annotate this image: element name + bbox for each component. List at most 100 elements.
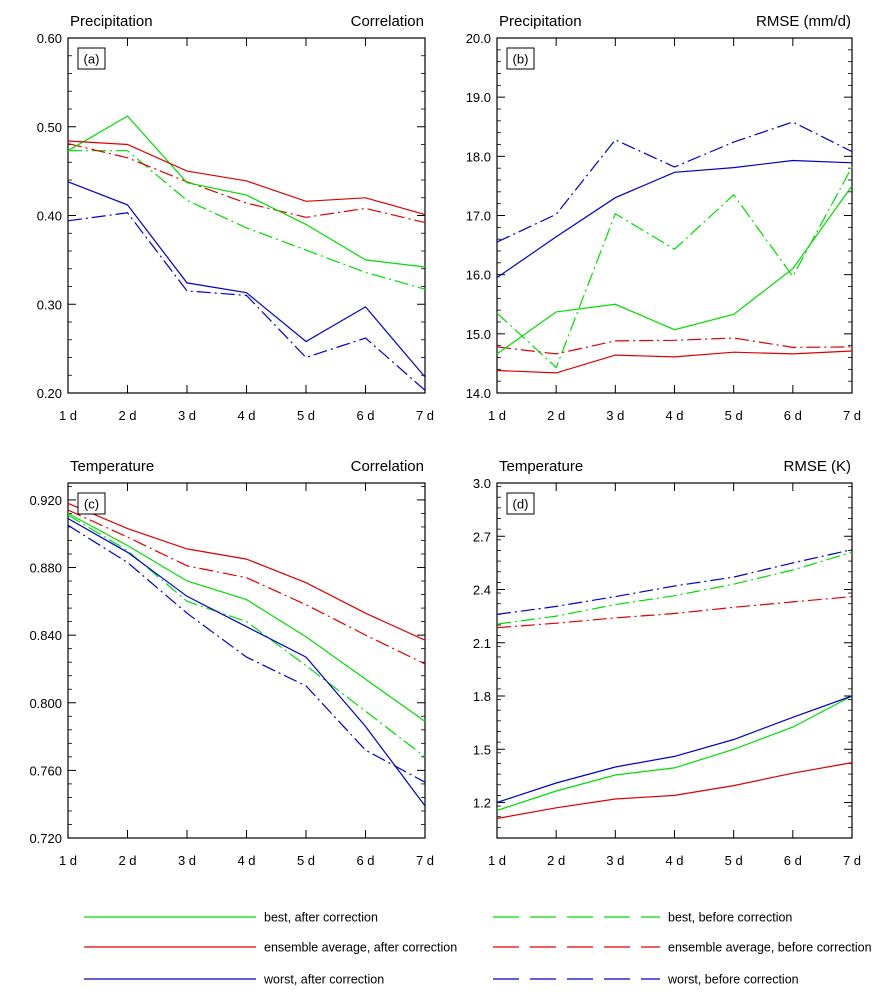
panel-label-box <box>506 492 535 515</box>
y-tick-label: 0.840 <box>29 628 62 643</box>
x-tick-label: 1 d <box>59 853 77 868</box>
x-tick-label: 1 d <box>488 853 506 868</box>
x-tick-label: 2 d <box>118 853 136 868</box>
panel-label: (d) <box>513 497 529 512</box>
x-tick-label: 2 d <box>118 408 136 423</box>
series-line-worst-before-correction <box>67 524 426 783</box>
series-line-best-before-correction <box>68 150 426 290</box>
legend-label: best, after correction <box>264 911 378 925</box>
series-line-ensemble-average-after-correction <box>67 140 426 216</box>
y-tick-label: 3.0 <box>473 476 491 491</box>
x-tick-label: 3 d <box>606 408 624 423</box>
panel-title-left: Temperature <box>499 458 583 475</box>
panel-title-right: Correlation <box>351 13 424 30</box>
panel-label: (a) <box>84 52 100 67</box>
x-tick-label: 4 d <box>237 853 255 868</box>
legend-label: best, before correction <box>668 911 792 925</box>
panel-title-left: Precipitation <box>499 13 582 30</box>
panel-title-right: Correlation <box>351 458 424 475</box>
panel-title-right: RMSE (mm/d) <box>756 13 851 30</box>
series-line-ensemble-average-after-correction <box>67 502 426 641</box>
series-line-best-before-correction <box>67 514 426 758</box>
y-tick-label: 14.0 <box>466 386 491 401</box>
series-line-best-after-correction <box>67 512 426 722</box>
x-tick-label: 5 d <box>297 408 315 423</box>
series-line-worst-after-correction <box>496 159 853 279</box>
series-line-best-after-correction <box>67 115 426 268</box>
panel-title-right: RMSE (K) <box>784 458 852 475</box>
y-tick-label: 0.720 <box>29 831 62 846</box>
x-tick-label: 7 d <box>416 408 434 423</box>
series-line-ensemble-average-before-correction <box>496 596 853 629</box>
plot-frame <box>67 37 426 394</box>
series-line-best-after-correction <box>496 695 853 812</box>
x-tick-label: 7 d <box>843 853 861 868</box>
y-tick-label: 0.20 <box>37 386 62 401</box>
x-tick-label: 4 d <box>665 853 683 868</box>
y-tick-label: 15.0 <box>466 327 491 342</box>
y-tick-label: 20.0 <box>466 31 491 46</box>
x-tick-label: 3 d <box>178 408 196 423</box>
x-tick-label: 1 d <box>488 408 506 423</box>
x-tick-label: 3 d <box>178 853 196 868</box>
x-tick-label: 2 d <box>547 408 565 423</box>
series-line-worst-after-correction <box>67 517 426 807</box>
x-tick-label: 6 d <box>784 408 802 423</box>
x-tick-label: 7 d <box>843 408 861 423</box>
y-tick-label: 0.920 <box>29 493 62 508</box>
y-tick-label: 16.0 <box>466 268 491 283</box>
y-tick-label: 0.760 <box>29 763 62 778</box>
series-line-worst-after-correction <box>496 695 853 804</box>
chart-panel-c: 0.720 0.760 0.800 0.840 0.880 0.920 1 d 2 d 3 d 4… <box>29 458 434 868</box>
series-line-worst-after-correction <box>67 181 426 378</box>
y-tick-label: 0.30 <box>37 297 62 312</box>
y-tick-label: 0.800 <box>29 696 62 711</box>
y-tick-label: 0.60 <box>37 31 62 46</box>
chart-panel-d: 1.2 1.5 1.8 2.1 2.4 2.7 3.0 1 d 2 d 3 d 4 d 5 d 6 d 7… <box>473 458 861 868</box>
x-tick-label: 3 d <box>606 853 624 868</box>
x-tick-label: 7 d <box>416 853 434 868</box>
series-line-ensemble-average-before-correction <box>67 143 426 224</box>
series-line-worst-before-correction <box>496 121 853 243</box>
series-line-best-before-correction <box>496 166 853 369</box>
x-tick-label: 5 d <box>297 853 315 868</box>
x-tick-label: 6 d <box>356 853 374 868</box>
x-tick-label: 6 d <box>784 853 802 868</box>
series-line-ensemble-average-after-correction <box>496 762 853 820</box>
legend-label: worst, after correction <box>263 973 384 987</box>
legend-label: worst, before correction <box>667 973 799 987</box>
chart-panel-a: 0.20 0.30 0.40 0.50 0.60 1 d 2 d 3 d 4 d 5 d 6 d 7 … <box>37 13 434 423</box>
plot-frame <box>67 482 426 839</box>
series-line-best-before-correction <box>496 551 853 625</box>
panel-title-left: Temperature <box>70 458 154 475</box>
legend: best, after correction ensemble average, … <box>84 911 872 987</box>
y-tick-label: 0.50 <box>37 120 62 135</box>
panel-label-box <box>77 47 106 70</box>
series-line-worst-before-correction <box>496 549 853 615</box>
x-tick-label: 4 d <box>237 408 255 423</box>
panel-label-box <box>506 47 535 70</box>
chart-panel-b: 14.0 15.0 16.0 17.0 18.0 19.0 20.0 1 d 2 d 3 d 4 d… <box>466 13 861 423</box>
series-line-ensemble-average-before-correction <box>67 509 426 665</box>
series-line-ensemble-average-before-correction <box>496 337 853 355</box>
x-tick-label: 4 d <box>665 408 683 423</box>
x-tick-label: 5 d <box>725 408 743 423</box>
y-tick-label: 2.7 <box>473 529 491 544</box>
series-line-best-after-correction <box>496 185 853 355</box>
panel-label: (c) <box>84 497 99 512</box>
panel-title-left: Precipitation <box>70 13 153 30</box>
panel-label-box <box>77 492 106 515</box>
x-tick-label: 1 d <box>59 408 77 423</box>
y-tick-label: 0.880 <box>29 561 62 576</box>
y-tick-label: 2.1 <box>473 636 491 651</box>
legend-label: ensemble average, after correction <box>264 941 457 955</box>
y-tick-label: 17.0 <box>466 209 491 224</box>
y-tick-label: 19.0 <box>466 90 491 105</box>
y-tick-label: 18.0 <box>466 149 491 164</box>
x-tick-label: 2 d <box>547 853 565 868</box>
series-line-worst-before-correction <box>67 212 426 391</box>
legend-label: ensemble average, before correction <box>668 941 872 955</box>
y-tick-label: 0.40 <box>37 209 62 224</box>
x-tick-label: 6 d <box>356 408 374 423</box>
